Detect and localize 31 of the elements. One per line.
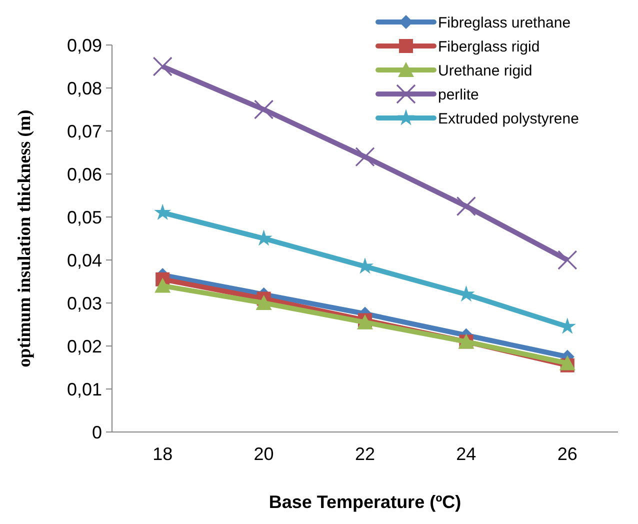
legend-label: perlite (438, 86, 479, 104)
point (154, 278, 171, 293)
x-tick-label: 18 (152, 444, 173, 464)
y-tick-label: 0,09 (66, 35, 102, 56)
point (152, 56, 172, 76)
y-tick-label: 0,06 (66, 164, 102, 184)
x-tick-label: 22 (354, 444, 376, 464)
y-tick-label: 0,07 (66, 121, 102, 142)
y-axis-title: optimum insulation thickness (m) (14, 110, 34, 368)
y-tick-label: 0,04 (66, 250, 102, 270)
y-tick-label: 0,01 (66, 379, 102, 400)
x-axis-title: Base Temperature (ºC) (268, 492, 462, 512)
legend-label: Fibreglass urethane (438, 14, 571, 32)
point (256, 295, 272, 310)
point (558, 250, 578, 270)
y-tick-label: 0,05 (66, 207, 102, 228)
y-tick-label: 0,03 (66, 293, 102, 314)
point (154, 204, 172, 220)
y-tick-label: 0,08 (66, 78, 102, 98)
y-tick-label: 0,02 (66, 336, 102, 356)
point (254, 100, 274, 120)
x-tick-label: 24 (456, 444, 476, 464)
point (355, 147, 375, 167)
legend-label: Extruded polystyrene (438, 110, 579, 128)
point (559, 355, 576, 370)
legend-label: Urethane rigid (438, 62, 532, 80)
x-tick-label: 20 (254, 444, 274, 464)
legend-label: Fiberglass rigid (438, 38, 540, 56)
point (456, 196, 476, 216)
x-tick-label: 26 (557, 444, 578, 464)
y-tick-label: 0 (92, 422, 102, 442)
